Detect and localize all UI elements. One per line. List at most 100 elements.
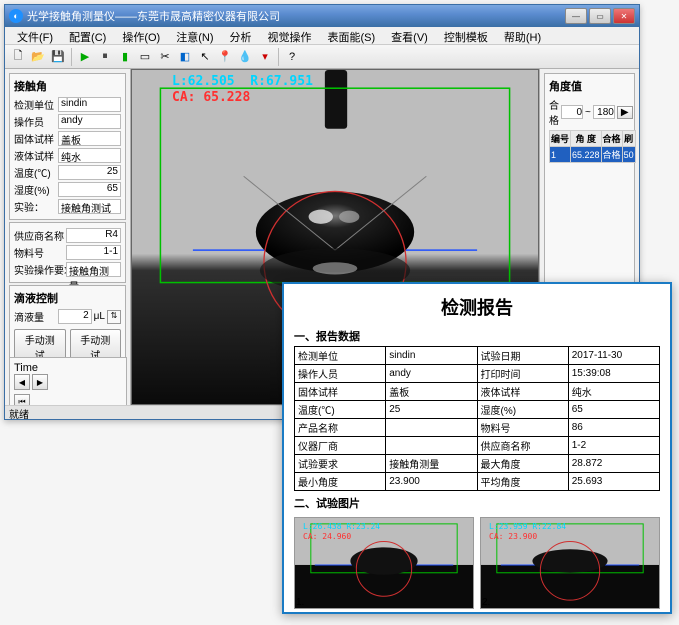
tool-cursor-icon[interactable]: ↖ xyxy=(196,48,214,66)
material-input[interactable]: 1-1 xyxy=(66,245,121,260)
menu-ctrltpl[interactable]: 控制模板 xyxy=(436,27,496,44)
table-row[interactable]: 1 65.228 合格 50 xyxy=(550,147,636,163)
tool-tag-icon[interactable]: ▾ xyxy=(256,48,274,66)
tool-help-icon[interactable]: ? xyxy=(283,48,301,66)
pass-low-input[interactable] xyxy=(561,105,583,119)
thumb1-ca: 24.960 xyxy=(322,532,351,541)
menu-vision[interactable]: 视觉操作 xyxy=(260,27,320,44)
report-cell: 最小角度 xyxy=(295,473,386,491)
report-cell: 产品名称 xyxy=(295,419,386,437)
tool-pin-icon[interactable]: 📍 xyxy=(216,48,234,66)
solid-input[interactable]: 盖板 xyxy=(58,131,121,146)
report-row: 操作人员andy打印时间15:39:08 xyxy=(295,365,660,383)
overlay-ca-label: CA: xyxy=(172,90,203,105)
tool-rect-green-icon[interactable]: ▮ xyxy=(116,48,134,66)
cell-pass: 合格 xyxy=(601,147,622,163)
company-input[interactable]: sindin xyxy=(58,97,121,112)
temp-input[interactable]: 25 xyxy=(58,165,121,180)
volume-step-icon[interactable]: ⇅ xyxy=(107,310,121,324)
solid-label: 固体试样 xyxy=(14,131,58,146)
report-cell: sindin xyxy=(386,347,477,365)
report-row: 最小角度23.900平均角度25.693 xyxy=(295,473,660,491)
menu-attention[interactable]: 注意(N) xyxy=(168,27,221,44)
time-next-button[interactable]: ▶ xyxy=(32,374,48,390)
report-cell: 物料号 xyxy=(477,419,568,437)
liquid-control-title: 滴液控制 xyxy=(14,290,121,306)
humid-input[interactable]: 65 xyxy=(58,182,121,197)
report-section2: 二、试验图片 xyxy=(294,495,660,511)
thumb2-l: 23.959 xyxy=(499,522,528,531)
overlay-ca-value: 65.228 xyxy=(203,90,250,105)
thumb1-number: 1. xyxy=(296,597,304,608)
liquid-input[interactable]: 纯水 xyxy=(58,148,121,163)
col-x: 刷 xyxy=(622,131,635,147)
exp-label: 实验： xyxy=(14,199,58,214)
maximize-button[interactable]: ▭ xyxy=(589,8,611,24)
report-title: 检测报告 xyxy=(294,294,660,320)
tool-open-icon[interactable]: 📂 xyxy=(29,48,47,66)
menu-file[interactable]: 文件(F) xyxy=(9,27,61,44)
close-button[interactable]: ✕ xyxy=(613,8,635,24)
left-panel: 接触角 检测单位sindin 操作员andy 固体试样盖板 液体试样纯水 温度(… xyxy=(5,69,131,405)
window-title: 光学接触角测量仪——东莞市晟高精密仪器有限公司 xyxy=(27,8,563,24)
report-cell: 65 xyxy=(568,401,659,419)
exp-input[interactable]: 接触角测试 xyxy=(58,199,121,214)
report-cell: 86 xyxy=(568,419,659,437)
toolbar-sep2 xyxy=(278,48,279,66)
report-cell: 温度(℃) xyxy=(295,401,386,419)
thumb1-r: 23.24 xyxy=(356,522,380,531)
minimize-button[interactable]: — xyxy=(565,8,587,24)
tool-rect-icon[interactable]: ▭ xyxy=(136,48,154,66)
menu-config[interactable]: 配置(C) xyxy=(61,27,114,44)
report-images-row: L:26.438 R:23.24 CA: 24.960 1. L:23.959 … xyxy=(294,517,660,609)
menu-view[interactable]: 查看(V) xyxy=(383,27,436,44)
overlay-l-label: L: xyxy=(172,74,188,89)
report-row: 产品名称 物料号86 xyxy=(295,419,660,437)
angle-panel-title: 角度值 xyxy=(549,78,630,94)
report-cell: 25 xyxy=(386,401,477,419)
operator-input[interactable]: andy xyxy=(58,114,121,129)
pass-run-button[interactable]: ▶ xyxy=(617,106,633,119)
report-cell: 打印时间 xyxy=(477,365,568,383)
contact-angle-title: 接触角 xyxy=(14,78,121,94)
report-cell: 供应商名称 xyxy=(477,437,568,455)
report-cell: 纯水 xyxy=(568,383,659,401)
contact-angle-panel: 接触角 检测单位sindin 操作员andy 固体试样盖板 液体试样纯水 温度(… xyxy=(9,73,126,220)
liquid-label: 液体试样 xyxy=(14,148,58,163)
menu-surface[interactable]: 表面能(S) xyxy=(320,27,384,44)
tool-drop-icon[interactable]: 💧 xyxy=(236,48,254,66)
tool-blue1-icon[interactable]: ◧ xyxy=(176,48,194,66)
tool-scissors-icon[interactable]: ✂ xyxy=(156,48,174,66)
report-section1: 一、报告数据 xyxy=(294,328,660,344)
report-cell: 接触角测量 xyxy=(386,455,477,473)
result-table: 编号 角 度 合格 刷 1 65.228 合格 50 xyxy=(549,130,636,163)
report-row: 试验要求接触角测量最大角度28.872 xyxy=(295,455,660,473)
cell-angle: 65.228 xyxy=(571,147,602,163)
tool-new-icon[interactable]: 🗋 xyxy=(9,48,27,66)
toolbar-sep xyxy=(71,48,72,66)
report-cell: 23.900 xyxy=(386,473,477,491)
menu-analyze[interactable]: 分析 xyxy=(222,27,260,44)
thumb2-r: 22.84 xyxy=(542,522,566,531)
app-icon: ◐ xyxy=(9,9,23,23)
volume-input[interactable]: 2 xyxy=(58,309,92,324)
report-cell: 操作人员 xyxy=(295,365,386,383)
req-input[interactable]: 接触角测量 xyxy=(66,262,121,277)
tool-play-icon[interactable]: ▶ xyxy=(76,48,94,66)
menu-operate[interactable]: 操作(O) xyxy=(114,27,168,44)
report-cell: 平均角度 xyxy=(477,473,568,491)
time-prev-button[interactable]: ◀ xyxy=(14,374,30,390)
supplier-input[interactable]: R4 xyxy=(66,228,121,243)
report-cell: 检测单位 xyxy=(295,347,386,365)
menu-help[interactable]: 帮助(H) xyxy=(496,27,549,44)
time-panel-title: Time xyxy=(14,362,122,374)
pass-high-input[interactable] xyxy=(593,105,615,119)
report-cell xyxy=(386,419,477,437)
tool-save-icon[interactable]: 💾 xyxy=(49,48,67,66)
volume-label: 滴液量 xyxy=(14,309,58,324)
report-cell xyxy=(386,437,477,455)
report-document: 检测报告 一、报告数据 检测单位sindin试验日期2017-11-30操作人员… xyxy=(282,282,672,614)
thumb1-l: 26.438 xyxy=(313,522,342,531)
report-cell: 最大角度 xyxy=(477,455,568,473)
tool-pause-icon[interactable]: ⏸ xyxy=(96,48,114,66)
